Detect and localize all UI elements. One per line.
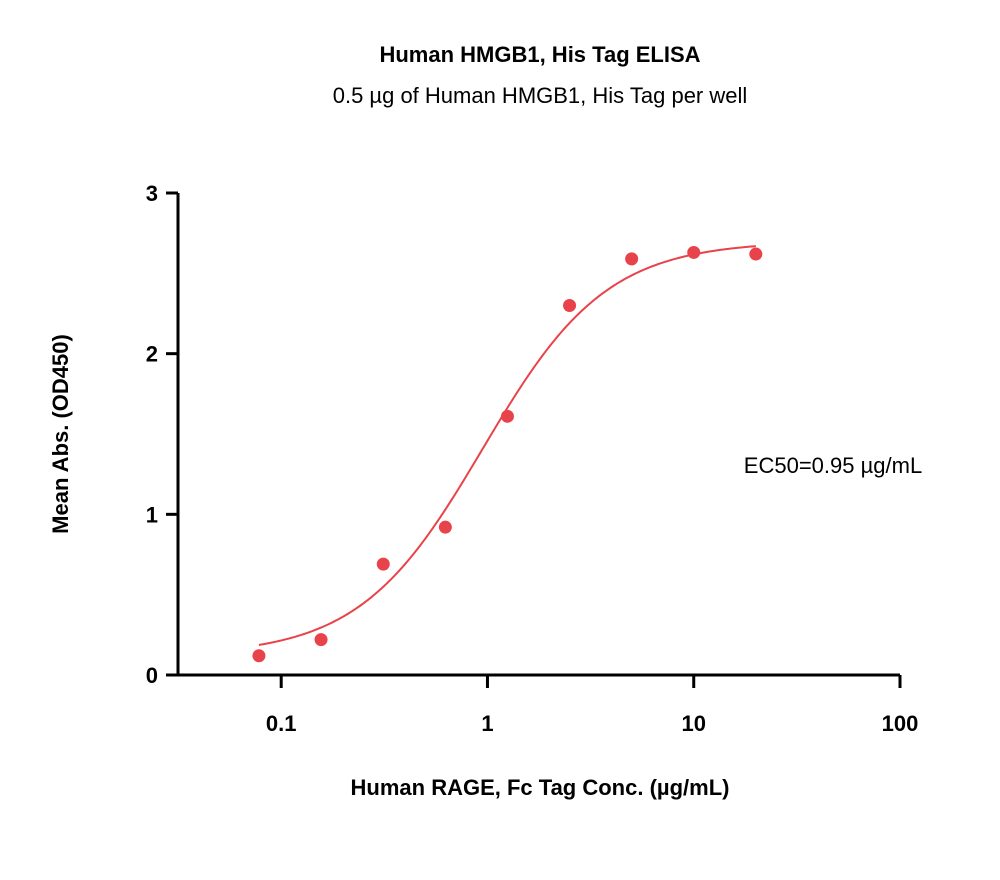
chart-title: Human HMGB1, His Tag ELISA (379, 42, 700, 67)
data-point (376, 557, 390, 571)
chart-subtitle: 0.5 µg of Human HMGB1, His Tag per well (333, 83, 748, 108)
ec50-annotation: EC50=0.95 µg/mL (744, 453, 922, 478)
data-point (749, 247, 763, 261)
data-point (625, 252, 639, 266)
x-axis-label: Human RAGE, Fc Tag Conc. (µg/mL) (351, 775, 730, 800)
tick-labels: 0 1 2 3 0.1 1 10 100 (146, 181, 919, 736)
y-tick-label: 3 (146, 181, 158, 206)
data-point (252, 649, 266, 663)
data-point (563, 298, 577, 312)
x-tick-label: 10 (681, 711, 705, 736)
data-points (252, 245, 763, 663)
y-tick-label: 0 (146, 663, 158, 688)
x-tick-label: 1 (481, 711, 493, 736)
data-point (314, 633, 328, 647)
y-axis-label: Mean Abs. (OD450) (48, 334, 73, 534)
y-tick-label: 1 (146, 502, 158, 527)
x-tick-label: 100 (882, 711, 919, 736)
axes (166, 191, 902, 688)
data-point (438, 520, 452, 534)
fit-curve (258, 245, 756, 646)
y-tick-label: 2 (146, 342, 158, 367)
x-tick-label: 0.1 (266, 711, 297, 736)
data-point (687, 245, 701, 259)
data-point (500, 409, 514, 423)
